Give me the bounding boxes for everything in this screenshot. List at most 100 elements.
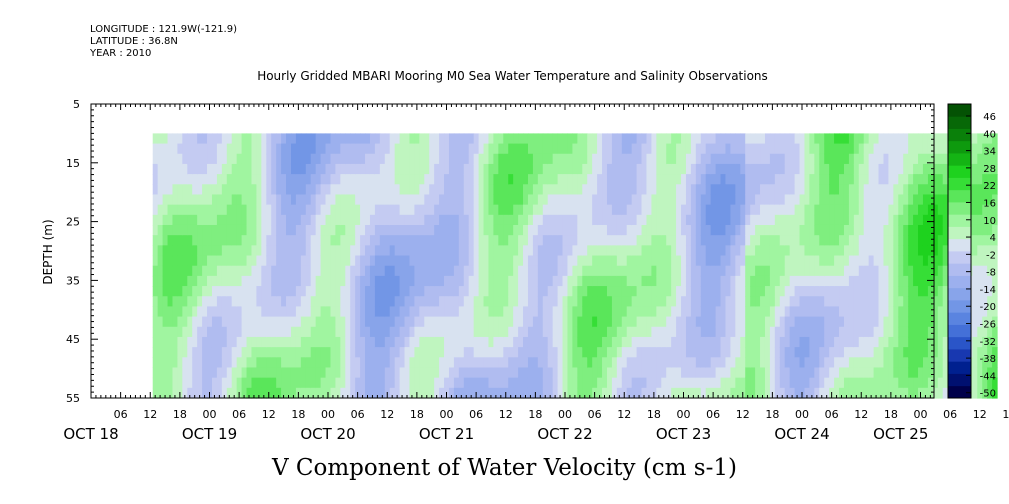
heatmap-cell — [246, 275, 253, 287]
heatmap-cell — [932, 347, 939, 358]
heatmap-cell — [162, 367, 169, 379]
heatmap-cell — [177, 357, 183, 369]
heatmap-cell — [177, 306, 183, 318]
heatmap-cell — [453, 235, 460, 246]
heatmap-cell — [735, 194, 741, 206]
heatmap-cell — [567, 316, 574, 328]
heatmap-cell — [720, 174, 727, 185]
heatmap-cell — [577, 143, 583, 155]
heatmap-cell — [236, 184, 243, 196]
heatmap-cell — [221, 306, 228, 318]
heatmap-cell — [977, 245, 983, 257]
heatmap-cell — [611, 133, 618, 145]
heatmap-cell — [389, 174, 396, 185]
heatmap-cell — [463, 347, 470, 358]
heatmap-cell — [932, 174, 939, 185]
heatmap-cell — [592, 265, 598, 277]
heatmap-cell — [463, 235, 470, 246]
heatmap-cell — [207, 367, 213, 379]
heatmap-cell — [829, 336, 835, 348]
heatmap-cell — [661, 204, 667, 216]
heatmap-cell — [241, 143, 248, 155]
heatmap-cell — [572, 255, 578, 267]
heatmap-cell — [730, 224, 736, 236]
heatmap-cell — [557, 357, 564, 369]
heatmap-cell — [167, 214, 174, 226]
heatmap-cell — [286, 286, 292, 297]
heatmap-cell — [602, 184, 608, 196]
heatmap-cell — [695, 235, 702, 246]
heatmap-cell — [197, 316, 203, 328]
heatmap-cell — [789, 387, 796, 399]
heatmap-cell — [187, 265, 193, 277]
heatmap-cell — [379, 387, 386, 399]
heatmap-cell — [942, 133, 949, 145]
heatmap-cell — [498, 265, 504, 277]
heatmap-cell — [922, 255, 929, 267]
heatmap-cell — [616, 143, 623, 155]
heatmap-cell — [760, 163, 766, 175]
heatmap-cell — [374, 336, 381, 348]
heatmap-cell — [666, 163, 672, 175]
heatmap-cell — [448, 347, 455, 358]
heatmap-cell — [335, 265, 341, 277]
heatmap-cell — [251, 286, 258, 297]
heatmap-cell — [779, 265, 786, 277]
heatmap-cell — [360, 275, 366, 287]
heatmap-cell — [439, 235, 445, 246]
heatmap-cell — [710, 296, 717, 308]
heatmap-cell — [261, 336, 267, 348]
heatmap-cell — [187, 286, 193, 297]
heatmap-cell — [330, 387, 337, 399]
heatmap-cell — [162, 347, 169, 358]
heatmap-cell — [843, 316, 850, 328]
heatmap-cell — [374, 174, 381, 185]
heatmap-cell — [987, 306, 993, 318]
heatmap-cell — [611, 367, 618, 379]
heatmap-cell — [503, 336, 509, 348]
heatmap-cell — [992, 204, 998, 216]
heatmap-cell — [552, 347, 559, 358]
heatmap-cell — [587, 153, 593, 165]
heatmap-cell — [878, 153, 885, 165]
heatmap-cell — [152, 255, 159, 267]
heatmap-cell — [690, 235, 697, 246]
heatmap-cell — [725, 143, 732, 155]
heatmap-cell — [429, 265, 435, 277]
heatmap-cell — [310, 265, 317, 277]
heatmap-cell — [513, 245, 519, 257]
heatmap-cell — [992, 184, 998, 196]
heatmap-cell — [784, 224, 791, 236]
heatmap-cell — [740, 184, 746, 196]
heatmap-cell — [360, 184, 366, 196]
heatmap-cell — [853, 163, 860, 175]
heatmap-cell — [661, 286, 667, 297]
heatmap-cell — [809, 357, 815, 369]
heatmap-cell — [631, 133, 638, 145]
heatmap-cell — [972, 316, 978, 328]
heatmap-cell — [488, 194, 495, 206]
heatmap-cell — [661, 275, 667, 287]
heatmap-cell — [937, 235, 944, 246]
heatmap-cell — [453, 296, 460, 308]
heatmap-cell — [177, 336, 183, 348]
heatmap-cell — [532, 204, 539, 216]
heatmap-cell — [241, 245, 248, 257]
heatmap-cell — [379, 326, 386, 338]
heatmap-cell — [384, 204, 391, 216]
heatmap-cell — [626, 245, 633, 257]
heatmap-cell — [523, 316, 529, 328]
heatmap-cell — [646, 153, 653, 165]
heatmap-cell — [295, 174, 302, 185]
heatmap-cell — [681, 326, 687, 338]
heatmap-cell — [369, 347, 376, 358]
heatmap-cell — [320, 367, 327, 379]
heatmap-cell — [542, 174, 549, 185]
heatmap-cell — [369, 174, 376, 185]
heatmap-cell — [661, 224, 667, 236]
heatmap-cell — [429, 387, 435, 399]
x-tick-label: 06 — [588, 408, 602, 421]
heatmap-cell — [207, 316, 213, 328]
heatmap-cell — [606, 143, 613, 155]
heatmap-cell — [365, 255, 371, 267]
